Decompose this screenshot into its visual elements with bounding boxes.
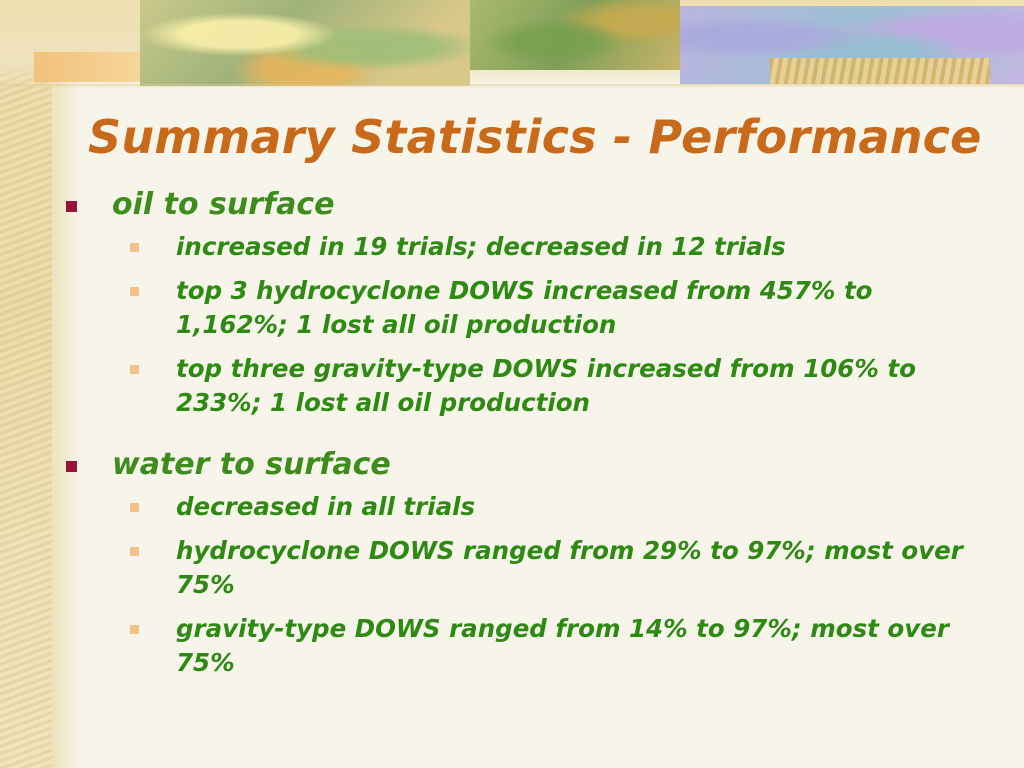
leaf-collage-banner bbox=[0, 0, 1024, 88]
list-item-text: decreased in all trials bbox=[176, 492, 476, 521]
list-item: top three gravity-type DOWS increased fr… bbox=[62, 352, 992, 420]
banner-bottom-edge bbox=[0, 84, 1024, 88]
bullet-content: oil to surface increased in 19 trials; d… bbox=[62, 186, 992, 690]
banner-green-tile bbox=[470, 0, 680, 70]
square-bullet-icon bbox=[130, 503, 139, 512]
list-item: hydrocyclone DOWS ranged from 29% to 97%… bbox=[62, 534, 992, 602]
square-bullet-icon bbox=[130, 365, 139, 374]
banner-grain-tile bbox=[770, 58, 990, 84]
banner-orange-tile bbox=[34, 52, 150, 82]
list-item: top 3 hydrocyclone DOWS increased from 4… bbox=[62, 274, 992, 342]
banner-leaf-tile bbox=[140, 0, 470, 86]
section-heading-label: oil to surface bbox=[112, 187, 335, 222]
list-item-text: increased in 19 trials; decreased in 12 … bbox=[176, 232, 786, 261]
sub-bullet-list: decreased in all trials hydrocyclone DOW… bbox=[62, 490, 992, 680]
section-heading-oil: oil to surface bbox=[62, 186, 992, 224]
section-heading-label: water to surface bbox=[112, 447, 391, 482]
slide-title: Summary Statistics - Performance bbox=[88, 110, 982, 164]
square-bullet-icon bbox=[66, 461, 77, 472]
strip-fade bbox=[52, 0, 82, 768]
section-heading-water: water to surface bbox=[62, 446, 992, 484]
square-bullet-icon bbox=[130, 625, 139, 634]
sub-bullet-list: increased in 19 trials; decreased in 12 … bbox=[62, 230, 992, 420]
square-bullet-icon bbox=[130, 547, 139, 556]
section-spacer bbox=[62, 430, 992, 446]
list-item-text: hydrocyclone DOWS ranged from 29% to 97%… bbox=[176, 536, 963, 599]
square-bullet-icon bbox=[130, 243, 139, 252]
square-bullet-icon bbox=[66, 201, 77, 212]
list-item: decreased in all trials bbox=[62, 490, 992, 524]
square-bullet-icon bbox=[130, 287, 139, 296]
list-item: gravity-type DOWS ranged from 14% to 97%… bbox=[62, 612, 992, 680]
list-item-text: top three gravity-type DOWS increased fr… bbox=[176, 354, 916, 417]
parchment-strip-decoration bbox=[0, 0, 52, 768]
list-item-text: top 3 hydrocyclone DOWS increased from 4… bbox=[176, 276, 873, 339]
list-item: increased in 19 trials; decreased in 12 … bbox=[62, 230, 992, 264]
list-item-text: gravity-type DOWS ranged from 14% to 97%… bbox=[176, 614, 949, 677]
